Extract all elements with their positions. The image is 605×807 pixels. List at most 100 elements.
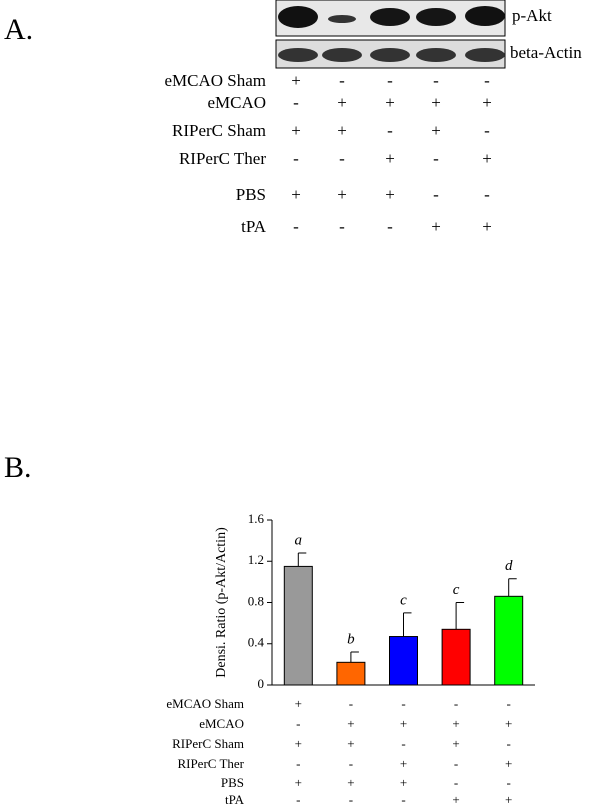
band xyxy=(278,6,318,28)
error-bar xyxy=(508,578,517,597)
condition-mark: - xyxy=(401,736,405,751)
error-bar xyxy=(297,552,307,567)
condition-mark: + xyxy=(347,736,354,751)
condition-mark: + xyxy=(431,121,441,140)
condition-mark: + xyxy=(295,775,302,790)
condition-name: eMCAO Sham xyxy=(164,71,266,90)
condition-name: eMCAO xyxy=(199,716,244,731)
error-bar xyxy=(403,612,412,637)
significance-label: a xyxy=(295,532,303,548)
y-tick-label: 0.4 xyxy=(248,635,265,650)
condition-name: RIPerC Ther xyxy=(177,756,244,771)
condition-mark: + xyxy=(385,185,395,204)
condition-name: tPA xyxy=(225,792,245,807)
condition-mark: - xyxy=(507,775,511,790)
condition-mark: - xyxy=(387,71,393,90)
condition-mark: - xyxy=(293,93,299,112)
condition-mark: - xyxy=(507,736,511,751)
panel-label: A. xyxy=(4,13,33,46)
band xyxy=(322,48,362,62)
condition-mark: + xyxy=(431,93,441,112)
condition-mark: + xyxy=(505,756,512,771)
bar xyxy=(494,595,524,686)
condition-mark: + xyxy=(400,756,407,771)
bar xyxy=(389,636,418,686)
significance-label: c xyxy=(453,582,460,598)
condition-mark: - xyxy=(484,71,490,90)
condition-mark: + xyxy=(400,716,407,731)
condition-mark: + xyxy=(505,716,512,731)
condition-mark: - xyxy=(387,217,393,236)
condition-mark: + xyxy=(385,149,395,168)
band xyxy=(416,48,456,62)
condition-mark: + xyxy=(452,736,459,751)
y-axis-label: Densi. Ratio (p-Akt/Actin) xyxy=(214,527,229,678)
condition-name: PBS xyxy=(221,775,244,790)
condition-mark: - xyxy=(401,792,405,807)
band xyxy=(465,48,505,62)
condition-mark: + xyxy=(347,716,354,731)
y-tick-label: 1.6 xyxy=(248,511,265,526)
band xyxy=(416,8,456,26)
condition-mark: - xyxy=(296,756,300,771)
panel-label: B. xyxy=(4,451,32,484)
condition-mark: - xyxy=(339,71,345,90)
condition-mark: - xyxy=(349,792,353,807)
condition-name: RIPerC Sham xyxy=(172,736,244,751)
condition-mark: - xyxy=(507,696,511,711)
blot xyxy=(275,0,506,69)
condition-mark: - xyxy=(296,792,300,807)
condition-mark: + xyxy=(482,217,492,236)
condition-name: RIPerC Ther xyxy=(179,149,266,168)
error-bar xyxy=(350,651,359,663)
condition-mark: + xyxy=(385,93,395,112)
condition-mark: + xyxy=(505,792,512,807)
condition-mark: - xyxy=(454,696,458,711)
condition-mark: + xyxy=(452,792,459,807)
condition-mark: + xyxy=(482,149,492,168)
condition-mark: - xyxy=(401,696,405,711)
condition-mark: - xyxy=(339,217,345,236)
condition-name: eMCAO Sham xyxy=(166,696,244,711)
condition-mark: + xyxy=(295,696,302,711)
significance-label: b xyxy=(347,631,355,647)
condition-mark: + xyxy=(291,71,301,90)
condition-mark: + xyxy=(452,716,459,731)
y-tick-label: 1.2 xyxy=(248,552,264,567)
significance-label: c xyxy=(400,592,407,608)
condition-mark: + xyxy=(337,185,347,204)
condition-mark: + xyxy=(347,775,354,790)
condition-mark: - xyxy=(484,185,490,204)
band xyxy=(465,6,505,26)
condition-name: RIPerC Sham xyxy=(172,121,266,140)
significance-label: d xyxy=(505,558,513,574)
condition-mark: - xyxy=(454,756,458,771)
condition-mark: + xyxy=(337,121,347,140)
condition-mark: - xyxy=(387,121,393,140)
condition-name: PBS xyxy=(236,185,266,204)
condition-name: tPA xyxy=(241,217,267,236)
condition-mark: - xyxy=(349,756,353,771)
condition-mark: + xyxy=(291,121,301,140)
band xyxy=(328,15,356,23)
condition-mark: + xyxy=(482,93,492,112)
condition-mark: + xyxy=(295,736,302,751)
y-tick-label: 0 xyxy=(258,676,265,691)
condition-mark: - xyxy=(349,696,353,711)
condition-mark: - xyxy=(484,121,490,140)
band xyxy=(370,48,410,62)
bar xyxy=(336,661,366,686)
y-tick-label: 0.8 xyxy=(248,593,264,608)
condition-mark: - xyxy=(454,775,458,790)
blot-label: p-Akt xyxy=(512,6,552,25)
condition-mark: - xyxy=(433,149,439,168)
condition-mark: - xyxy=(433,185,439,204)
bar xyxy=(441,628,471,686)
condition-mark: - xyxy=(296,716,300,731)
condition-mark: - xyxy=(339,149,345,168)
band xyxy=(278,48,318,62)
condition-mark: + xyxy=(291,185,301,204)
condition-mark: + xyxy=(400,775,407,790)
condition-mark: - xyxy=(293,149,299,168)
